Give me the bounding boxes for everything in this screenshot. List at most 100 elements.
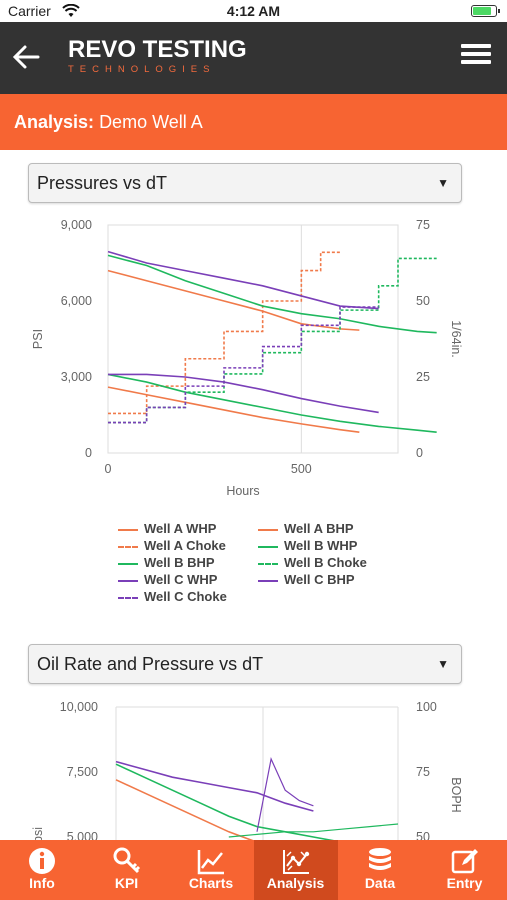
legend-swatch [118,579,138,582]
y2-tick-label: 100 [416,700,437,714]
tab-charts[interactable]: Charts [169,840,253,900]
series-well-a-whp [107,386,360,434]
legend-label: Well A WHP [144,521,217,536]
tab-bar: Info KPI Charts Analysis Data Entry [0,840,507,900]
analysis-label: Analysis: [14,112,95,132]
series-0 [115,779,254,840]
plot-area [107,224,399,454]
carrier-label: Carrier [8,3,51,19]
analysis-header: Analysis: Demo Well A [0,94,507,150]
legend-label: Well A BHP [284,521,354,536]
legend-item-well-b-choke[interactable]: Well B Choke [258,554,367,571]
y2-tick-label: 0 [416,446,423,460]
series-well-b-bhp [107,254,437,334]
y-axis-label: psi [31,827,45,840]
tab-label: Analysis [266,875,325,891]
legend-label: Well C Choke [144,589,227,604]
y2-tick-label: 25 [416,370,430,384]
legend-item-well-b-bhp[interactable]: Well B BHP [118,554,215,571]
analysis-icon [254,840,338,874]
legend-swatch [258,579,278,582]
legend-label: Well A Choke [144,538,226,553]
tab-label: Entry [446,875,483,891]
series-2 [115,760,314,812]
y-tick-label: 6,000 [61,294,92,308]
series-well-a-bhp [107,269,360,331]
status-bar: Carrier 4:12 AM [0,0,507,22]
y-tick-label: 7,500 [67,765,98,779]
chart2-select-value: Oil Rate and Pressure vs dT [37,654,264,674]
tab-entry[interactable]: Entry [423,840,507,900]
series-well-c-whp [108,373,379,414]
legend-item-well-a-choke[interactable]: Well A Choke [118,537,226,554]
legend-label: Well B WHP [284,538,358,553]
legend-item-well-c-whp[interactable]: Well C WHP [118,571,217,588]
pressures-chart: 0 3,000 6,000 9,000 0 25 50 75 0 500 Hours PSI 1/64i… [31,218,463,498]
tab-label: KPI [114,875,139,891]
tab-label: Charts [188,875,234,891]
chevron-down-icon: ▼ [437,176,449,190]
analysis-content[interactable]: Pressures vs dT ▼ 0 3,000 6,000 9,000 0 25 50 7… [0,150,507,840]
legend-swatch [118,562,138,565]
legend-label: Well B Choke [284,555,367,570]
back-arrow-icon[interactable] [10,40,42,74]
legend-item-well-c-bhp[interactable]: Well C BHP [258,571,355,588]
list-menu-icon[interactable] [461,44,491,72]
series-well-c-bhp [107,250,379,310]
tab-info[interactable]: Info [0,840,84,900]
battery-icon [471,5,500,17]
y-tick-label: 0 [85,446,92,460]
legend-swatch [118,596,138,599]
series-1 [115,763,335,840]
legend-item-well-a-bhp[interactable]: Well A BHP [258,520,354,537]
y2-tick-label: 50 [416,830,430,840]
tab-data[interactable]: Data [338,840,422,900]
legend-item-well-c-choke[interactable]: Well C Choke [118,588,227,605]
y2-axis-label: BOPH [449,777,463,812]
legend-label: Well C WHP [144,572,218,587]
well-name: Demo Well A [99,112,203,132]
y2-tick-label: 75 [416,218,430,232]
tab-analysis[interactable]: Analysis [253,840,338,900]
series-well-b-whp [107,373,437,434]
tab-label: Info [29,875,55,891]
y-tick-label: 10,000 [60,700,98,714]
y-tick-label: 3,000 [61,370,92,384]
wifi-icon [62,3,80,21]
legend-label: Well C BHP [284,572,355,587]
y2-tick-label: 75 [416,765,430,779]
series-well-c-choke [108,306,379,424]
x-tick-label: 0 [105,462,112,476]
legend-item-well-b-whp[interactable]: Well B WHP [258,537,357,554]
x-axis-label: Hours [226,484,259,498]
tab-kpi[interactable]: KPI [85,840,169,900]
line-chart-icon [169,840,253,875]
series-4 [256,757,314,832]
revo-testing-logo: REVO TESTING TECHNOLOGIES [68,36,247,80]
edit-icon [423,840,507,874]
database-icon [338,840,422,874]
legend-swatch [258,528,278,531]
chevron-down-icon: ▼ [437,657,449,671]
series-well-a-choke [108,251,340,415]
info-icon [0,840,84,874]
chart1-legend: Well A WHP Well A BHP Well A Choke Well B W… [118,520,418,604]
chart1-select[interactable]: Pressures vs dT ▼ [28,163,462,203]
chart2-select[interactable]: Oil Rate and Pressure vs dT ▼ [28,644,462,684]
y2-tick-label: 50 [416,294,430,308]
chart1-select-value: Pressures vs dT [37,173,168,193]
legend-item-well-a-whp[interactable]: Well A WHP [118,520,216,537]
legend-swatch [118,528,138,531]
logo-subtitle: TECHNOLOGIES [68,64,216,75]
logo-title: REVO TESTING [68,36,247,63]
status-time: 4:12 AM [226,3,281,19]
y-axis-label: PSI [31,329,45,349]
y-tick-label: 9,000 [61,218,92,232]
legend-swatch [258,562,278,565]
legend-swatch [118,545,138,548]
navigation-bar: REVO TESTING TECHNOLOGIES [0,22,507,94]
key-icon [85,840,169,874]
oil-rate-chart: 5,000 7,500 10,000 50 75 100 psi BOPH [31,700,463,840]
y-tick-label: 5,000 [67,830,98,840]
x-tick-label: 500 [291,462,312,476]
